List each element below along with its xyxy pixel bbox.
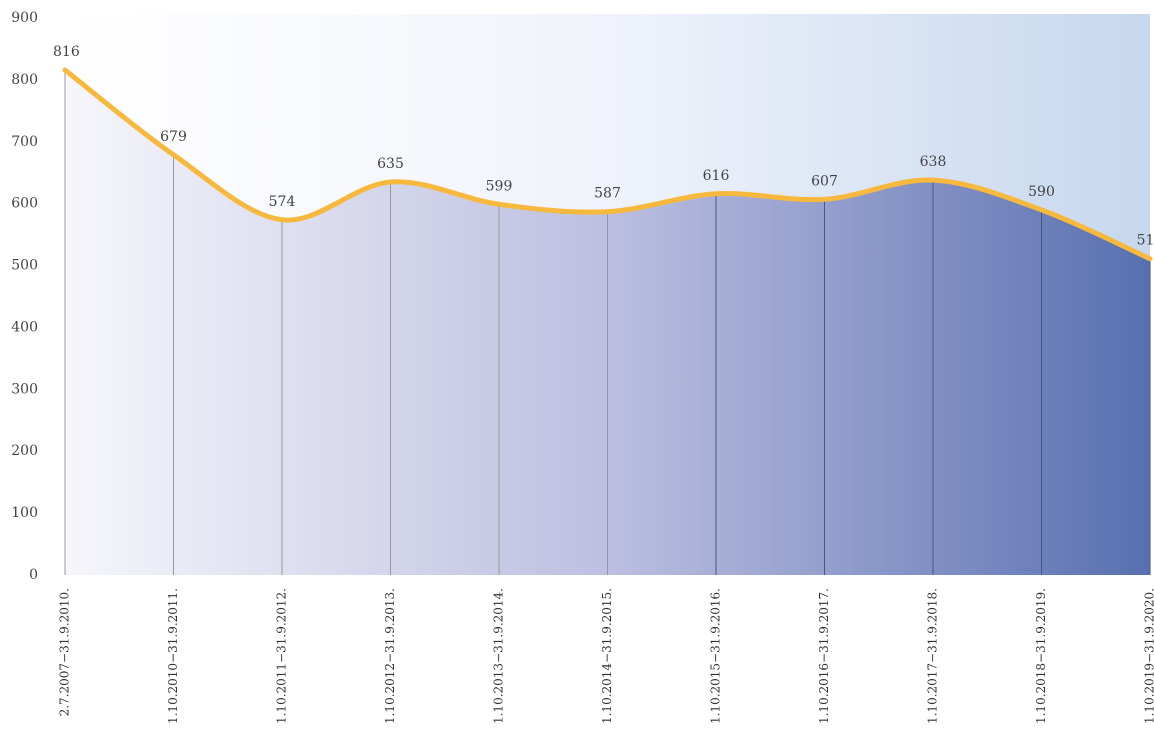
- x-tick-label: 1.10.2010−31.9.2011.: [166, 588, 180, 724]
- data-label: 638: [920, 154, 947, 170]
- line: [62, 67, 1153, 262]
- data-label: 616: [703, 168, 730, 184]
- x-tick-label: 1.10.2017−31.9.2018.: [926, 588, 940, 724]
- x-tick-label: 2.7.2007−31.9.2010.: [58, 588, 72, 716]
- x-tick-label: 1.10.2015−31.9.2016.: [709, 588, 723, 724]
- y-tick-label: 300: [11, 381, 38, 397]
- data-label: 511: [1137, 233, 1154, 249]
- data-label: 607: [811, 173, 838, 189]
- x-tick-label: 1.10.2014−31.9.2015.: [600, 588, 614, 724]
- data-label: 590: [1028, 184, 1055, 200]
- y-tick-label: 900: [11, 10, 38, 26]
- data-label: 574: [269, 194, 296, 210]
- x-tick-label: 1.10.2019−31.9.2020.: [1143, 588, 1154, 724]
- x-tick-label: 1.10.2012−31.9.2013.: [383, 588, 397, 724]
- y-tick-label: 700: [11, 134, 38, 150]
- y-tick-label: 500: [11, 258, 38, 274]
- y-tick-label: 400: [11, 319, 38, 335]
- data-label: 587: [594, 186, 621, 202]
- x-tick-label: 1.10.2013−31.9.2014.: [492, 588, 506, 724]
- data-label: 599: [486, 178, 513, 194]
- y-tick-label: 800: [11, 72, 38, 88]
- y-tick-label: 0: [29, 567, 38, 583]
- data-label: 679: [160, 129, 187, 145]
- y-tick-label: 200: [11, 443, 38, 459]
- x-tick-label: 1.10.2011−31.9.2012.: [275, 588, 289, 724]
- y-tick-label: 100: [11, 505, 38, 521]
- x-tick-label: 1.10.2018−31.9.2019.: [1034, 588, 1048, 724]
- data-label: 816: [53, 44, 80, 60]
- data-label: 635: [377, 156, 404, 172]
- x-tick-label: 1.10.2016−31.9.2017.: [817, 588, 831, 724]
- y-tick-label: 600: [11, 196, 38, 212]
